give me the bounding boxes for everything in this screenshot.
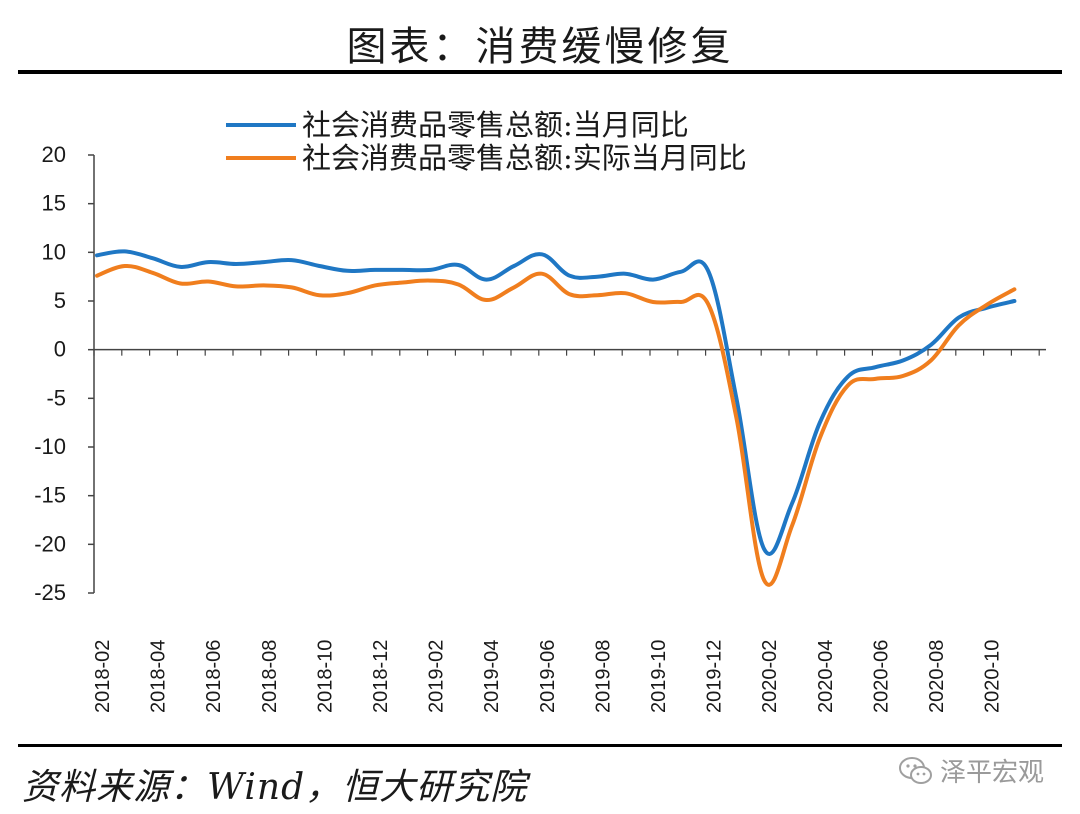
y-tick-label: 10 [42, 239, 66, 264]
x-tick-label: 2020-04 [815, 640, 837, 713]
x-tick-label: 2019-02 [426, 640, 448, 713]
legend-label-1: 社会消费品零售总额:当月同比 [302, 108, 689, 142]
x-tick-label: 2019-12 [704, 640, 726, 713]
chart-title: 图表：消费缓慢修复 [346, 24, 734, 70]
x-tick-label: 2018-08 [259, 640, 281, 713]
y-tick-label: 0 [54, 337, 66, 362]
watermark-text: 泽平宏观 [939, 758, 1044, 788]
source-note: 资料来源：Wind，恒大研究院 [22, 767, 528, 808]
bottom-rule [18, 744, 1062, 747]
series-line-2 [95, 263, 1017, 587]
x-tick-label: 2020-10 [982, 640, 1004, 713]
x-tick-label: 2018-02 [92, 640, 114, 713]
x-tick-label: 2019-06 [537, 640, 559, 713]
x-tick-label: 2020-02 [759, 640, 781, 713]
watermark: 泽平宏观 [898, 752, 1044, 789]
axes: 20 15 10 5 0 -5 -10 -15 -20 -25 2018-02 2018-04 2018… [34, 142, 1046, 713]
x-tick-label: 2019-10 [648, 640, 670, 713]
x-tick-label: 2019-08 [592, 640, 614, 713]
y-tick-label: 5 [54, 288, 66, 313]
x-tick-label: 2020-06 [870, 640, 892, 713]
y-tick-label: -5 [46, 385, 66, 410]
x-tick-label: 2018-12 [370, 640, 392, 713]
x-tick-label: 2020-08 [926, 640, 948, 713]
wechat-icon [898, 756, 932, 784]
x-tick-label: 2018-10 [314, 640, 336, 713]
x-tick-label: 2018-06 [203, 640, 225, 713]
series-lines [95, 249, 1017, 587]
top-rule [18, 70, 1062, 74]
y-tick-label: -20 [34, 531, 66, 556]
x-tick-label: 2018-04 [148, 640, 170, 713]
y-tick-label: -25 [34, 580, 66, 605]
y-tick-label: -10 [34, 434, 66, 459]
y-tick-label: -15 [34, 483, 66, 508]
series-line-1 [95, 249, 1017, 556]
y-tick-label: 15 [42, 191, 66, 216]
x-tick-label: 2019-04 [481, 640, 503, 713]
y-tick-label: 20 [42, 142, 66, 167]
legend-label-2: 社会消费品零售总额:实际当月同比 [302, 141, 747, 175]
